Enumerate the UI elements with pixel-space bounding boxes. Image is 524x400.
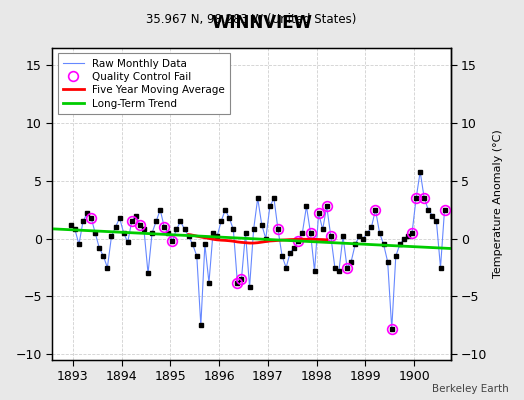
Title: 35.967 N, 98.283 W (United States): 35.967 N, 98.283 W (United States) (146, 13, 357, 26)
Five Year Moving Average (250, 241, 257, 246)
Five Year Moving Average (279, 238, 285, 242)
Quality Control Fail (234, 280, 241, 285)
Quality Control Fail (328, 234, 334, 239)
Quality Control Fail (324, 204, 330, 209)
Five Year Moving Average (263, 239, 269, 244)
Y-axis label: Temperature Anomaly (°C): Temperature Anomaly (°C) (493, 130, 503, 278)
Five Year Moving Average (185, 232, 192, 237)
Five Year Moving Average (287, 237, 293, 242)
Five Year Moving Average (214, 238, 220, 242)
Text: Berkeley Earth: Berkeley Earth (432, 384, 508, 394)
Raw Monthly Data (417, 169, 423, 174)
Line: Quality Control Fail: Quality Control Fail (86, 193, 450, 334)
Five Year Moving Average (206, 236, 212, 241)
Quality Control Fail (315, 211, 322, 216)
Five Year Moving Average (271, 238, 277, 243)
Five Year Moving Average (320, 237, 326, 242)
Five Year Moving Average (202, 235, 208, 240)
Five Year Moving Average (291, 237, 298, 242)
Quality Control Fail (238, 277, 245, 282)
Raw Monthly Data (364, 230, 370, 235)
Raw Monthly Data (328, 234, 334, 239)
Five Year Moving Average (324, 238, 330, 242)
Five Year Moving Average (311, 237, 318, 242)
Raw Monthly Data (68, 222, 74, 227)
Quality Control Fail (413, 196, 419, 201)
Five Year Moving Average (243, 240, 249, 245)
Five Year Moving Average (255, 240, 261, 245)
Five Year Moving Average (210, 237, 216, 242)
Line: Five Year Moving Average: Five Year Moving Average (189, 235, 327, 243)
Quality Control Fail (308, 230, 314, 235)
Five Year Moving Average (267, 238, 273, 243)
Quality Control Fail (344, 265, 350, 270)
Raw Monthly Data (116, 216, 123, 220)
Quality Control Fail (137, 222, 143, 227)
Quality Control Fail (421, 196, 428, 201)
Quality Control Fail (161, 225, 167, 230)
Quality Control Fail (128, 219, 135, 224)
Quality Control Fail (275, 227, 281, 232)
Quality Control Fail (169, 238, 176, 243)
Legend: Raw Monthly Data, Quality Control Fail, Five Year Moving Average, Long-Term Tren: Raw Monthly Data, Quality Control Fail, … (58, 53, 230, 114)
Quality Control Fail (441, 207, 447, 212)
Five Year Moving Average (259, 240, 265, 244)
Five Year Moving Average (238, 240, 245, 245)
Five Year Moving Average (218, 238, 224, 242)
Raw Monthly Data (441, 207, 447, 212)
Quality Control Fail (88, 216, 94, 220)
Five Year Moving Average (246, 241, 253, 246)
Raw Monthly Data (389, 326, 395, 331)
Five Year Moving Average (315, 237, 322, 242)
Five Year Moving Average (275, 238, 281, 243)
Raw Monthly Data (145, 271, 151, 276)
Five Year Moving Average (190, 233, 196, 238)
Five Year Moving Average (308, 237, 314, 242)
Five Year Moving Average (194, 234, 200, 238)
Five Year Moving Average (222, 238, 228, 243)
Five Year Moving Average (283, 238, 289, 242)
Five Year Moving Average (230, 239, 236, 244)
Five Year Moving Average (303, 237, 310, 242)
Five Year Moving Average (198, 234, 204, 239)
Five Year Moving Average (234, 240, 241, 244)
Five Year Moving Average (299, 237, 305, 242)
Five Year Moving Average (226, 238, 232, 243)
Raw Monthly Data (255, 196, 261, 201)
Quality Control Fail (389, 326, 395, 331)
Five Year Moving Average (295, 237, 301, 242)
Quality Control Fail (295, 238, 301, 243)
Line: Raw Monthly Data: Raw Monthly Data (71, 172, 444, 329)
Quality Control Fail (373, 207, 379, 212)
Quality Control Fail (409, 230, 415, 235)
Text: WINNVIEW: WINNVIEW (212, 14, 312, 32)
Raw Monthly Data (128, 219, 135, 224)
